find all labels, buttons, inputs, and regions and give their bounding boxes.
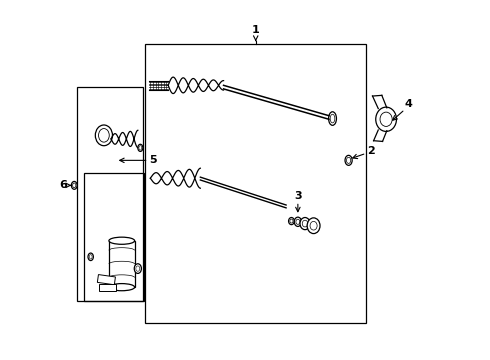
Ellipse shape — [346, 157, 351, 163]
Ellipse shape — [376, 107, 396, 131]
Text: 1: 1 — [252, 25, 260, 35]
Text: 2: 2 — [367, 146, 375, 156]
Text: 5: 5 — [149, 156, 157, 165]
Ellipse shape — [310, 221, 317, 230]
Bar — [145, 44, 367, 323]
Ellipse shape — [98, 129, 109, 142]
Ellipse shape — [138, 144, 143, 152]
Ellipse shape — [330, 114, 335, 123]
Ellipse shape — [88, 253, 94, 261]
Ellipse shape — [329, 112, 337, 125]
Ellipse shape — [96, 125, 113, 146]
Polygon shape — [98, 275, 116, 285]
Ellipse shape — [73, 183, 76, 188]
Ellipse shape — [109, 237, 135, 244]
Ellipse shape — [89, 255, 92, 259]
Bar — [77, 87, 143, 301]
Ellipse shape — [302, 220, 308, 227]
Ellipse shape — [380, 112, 392, 126]
Ellipse shape — [289, 217, 294, 225]
Ellipse shape — [139, 146, 142, 150]
Ellipse shape — [136, 266, 140, 271]
Ellipse shape — [134, 264, 142, 273]
Ellipse shape — [296, 219, 300, 224]
Ellipse shape — [307, 218, 320, 234]
Bar — [83, 173, 144, 301]
Text: 3: 3 — [294, 191, 302, 201]
Polygon shape — [99, 284, 117, 292]
Bar — [109, 241, 135, 287]
Ellipse shape — [300, 217, 310, 230]
Ellipse shape — [109, 284, 135, 291]
Ellipse shape — [72, 181, 77, 189]
Ellipse shape — [345, 156, 352, 165]
Ellipse shape — [290, 219, 293, 223]
Text: 6: 6 — [59, 180, 67, 190]
Text: 4: 4 — [405, 99, 413, 109]
Ellipse shape — [294, 217, 301, 226]
